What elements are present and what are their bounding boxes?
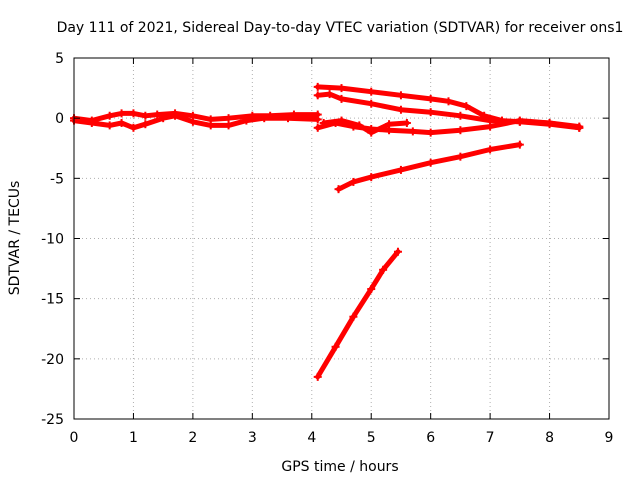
x-tick-label: 3: [248, 430, 257, 446]
chart-title: Day 111 of 2021, Sidereal Day-to-day VTE…: [57, 20, 624, 36]
data-point: [331, 342, 340, 351]
data-point: [206, 121, 215, 130]
data-point: [129, 109, 138, 118]
data-point: [313, 91, 322, 100]
data-point: [141, 120, 150, 129]
data-point: [224, 121, 233, 130]
data-point: [408, 127, 417, 136]
data-point: [456, 152, 465, 161]
data-point: [385, 120, 394, 129]
data-point: [426, 108, 435, 117]
data-point: [105, 121, 114, 130]
data-point: [486, 122, 495, 131]
y-tick-label: 5: [55, 51, 64, 67]
data-point: [349, 312, 358, 321]
x-tick-label: 9: [605, 430, 614, 446]
series-line: [315, 249, 401, 380]
y-tick-label: -20: [41, 352, 64, 368]
data-point: [367, 87, 376, 96]
data-point: [313, 115, 322, 124]
data-point: [313, 82, 322, 91]
data-point: [337, 84, 346, 93]
data-point: [224, 114, 233, 123]
data-point: [325, 90, 334, 99]
data-point: [129, 123, 138, 132]
x-tick-label: 5: [367, 430, 376, 446]
x-tick-label: 6: [426, 430, 435, 446]
data-point: [117, 109, 126, 118]
x-tick-label: 8: [545, 430, 554, 446]
data-point: [486, 145, 495, 154]
data-point: [462, 102, 471, 111]
data-point: [396, 105, 405, 114]
data-point: [337, 94, 346, 103]
y-tick-label: 0: [55, 111, 64, 127]
data-point: [515, 116, 524, 125]
series-track-2: [70, 111, 322, 132]
data-point: [545, 118, 554, 127]
data-point: [426, 158, 435, 167]
data-point: [396, 91, 405, 100]
axes: 0 1 2 3 4 5 6 7 8 9 5 0 -5 -10 -15 -20 -25: [41, 51, 613, 446]
data-point: [105, 111, 114, 120]
data-point: [367, 128, 376, 137]
data-point: [402, 118, 411, 127]
x-tick-label: 4: [307, 430, 316, 446]
data-point: [426, 94, 435, 103]
data-point: [117, 118, 126, 127]
data-point: [379, 265, 388, 274]
x-tick-label: 1: [129, 430, 138, 446]
y-tick-label: -25: [41, 412, 64, 428]
series-track-8: [313, 247, 402, 381]
data-series: [70, 82, 584, 381]
data-point: [367, 173, 376, 182]
data-point: [575, 122, 584, 131]
data-point: [367, 285, 376, 294]
data-point: [456, 111, 465, 120]
data-point: [334, 185, 343, 194]
y-axis-label: SDTVAR / TECUs: [7, 181, 23, 296]
data-point: [141, 111, 150, 120]
data-point: [426, 128, 435, 137]
data-point: [319, 118, 328, 127]
data-point: [349, 177, 358, 186]
data-point: [396, 165, 405, 174]
data-point: [444, 97, 453, 106]
data-point: [87, 118, 96, 127]
data-point: [393, 247, 402, 256]
x-tick-label: 2: [188, 430, 197, 446]
series-track-7: [334, 140, 524, 194]
data-point: [355, 121, 364, 130]
data-point: [260, 114, 269, 123]
data-point: [284, 114, 292, 123]
data-point: [313, 123, 322, 132]
data-point: [515, 140, 524, 149]
x-tick-label: 7: [486, 430, 495, 446]
data-point: [188, 117, 197, 126]
y-tick-label: -5: [50, 171, 64, 187]
x-tick-label: 0: [70, 430, 79, 446]
data-point: [337, 116, 346, 125]
data-point: [367, 99, 376, 108]
y-tick-label: -10: [41, 232, 64, 248]
data-point: [313, 372, 322, 381]
data-point: [159, 114, 168, 123]
x-axis-label: GPS time / hours: [281, 459, 398, 475]
data-point: [456, 126, 465, 135]
y-tick-label: -15: [41, 292, 64, 308]
series-track-6: [319, 116, 411, 137]
series-track-5: [313, 116, 584, 137]
data-point: [171, 111, 180, 120]
data-point: [153, 110, 162, 119]
data-point: [242, 116, 251, 125]
